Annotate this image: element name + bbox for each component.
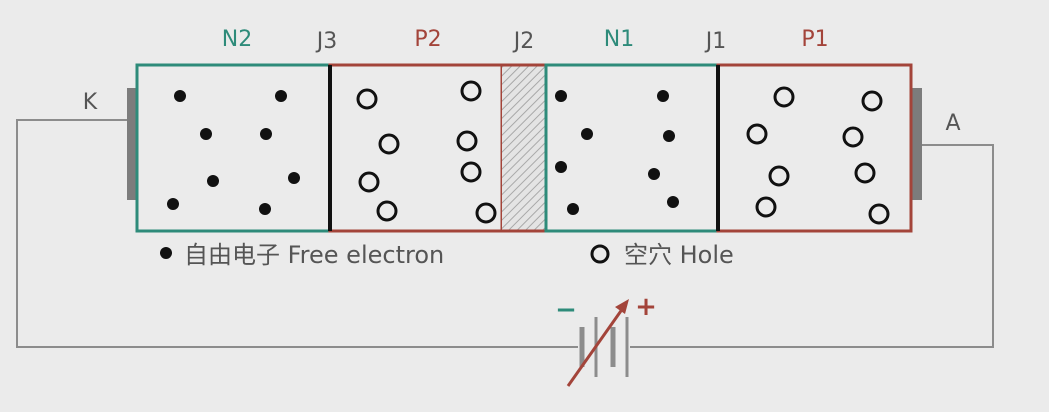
electron — [260, 128, 272, 140]
label-n1: N1 — [604, 27, 634, 52]
hole — [358, 171, 380, 193]
hole — [773, 86, 795, 108]
electron — [167, 198, 179, 210]
electron — [275, 90, 287, 102]
electron — [581, 128, 593, 140]
circuit-wire — [16, 119, 578, 348]
electron — [648, 168, 660, 180]
label-cathode: K — [83, 90, 98, 115]
holes-p2 — [356, 80, 497, 224]
electron — [174, 90, 186, 102]
legend-electron-icon — [160, 247, 172, 259]
electrons-n1 — [555, 90, 679, 215]
electron — [200, 128, 212, 140]
hole — [460, 80, 482, 102]
legend-electron-label: 自由电子 Free electron — [184, 241, 444, 269]
hole — [861, 90, 883, 112]
variable-battery-icon — [566, 299, 629, 387]
circuit-wire-right — [630, 144, 994, 348]
label-n2: N2 — [222, 27, 252, 52]
battery-plus-sign: + — [635, 292, 657, 322]
electron — [555, 90, 567, 102]
hole — [475, 202, 497, 224]
hole — [456, 130, 478, 152]
hole — [376, 200, 398, 222]
hole — [755, 196, 777, 218]
battery-minus-sign: − — [555, 295, 577, 325]
label-j1: J1 — [704, 29, 727, 54]
hole — [356, 88, 378, 110]
label-anode: A — [945, 111, 960, 136]
region-n2 — [135, 63, 332, 233]
hole — [854, 162, 876, 184]
label-j2: J2 — [512, 29, 535, 54]
hole — [378, 133, 400, 155]
electron — [567, 203, 579, 215]
electron — [288, 172, 300, 184]
cathode-plate — [127, 88, 137, 200]
label-p2: P2 — [414, 27, 441, 52]
holes-p1 — [746, 86, 890, 225]
electrons-n2 — [167, 90, 300, 215]
label-j3: J3 — [315, 29, 338, 54]
hole — [842, 126, 864, 148]
label-p1: P1 — [801, 27, 828, 52]
hole — [768, 165, 790, 187]
electron — [663, 130, 675, 142]
anode-plate — [912, 88, 922, 200]
electron — [259, 203, 271, 215]
hole — [746, 123, 768, 145]
electron — [207, 175, 219, 187]
electron — [667, 196, 679, 208]
electron — [657, 90, 669, 102]
hole — [460, 161, 482, 183]
region-p2 — [328, 63, 504, 233]
depletion-region-j2 — [502, 65, 546, 231]
hole — [868, 203, 890, 225]
electron — [555, 161, 567, 173]
legend-hole-icon — [590, 244, 610, 264]
legend-hole-label: 空穴 Hole — [624, 241, 734, 269]
